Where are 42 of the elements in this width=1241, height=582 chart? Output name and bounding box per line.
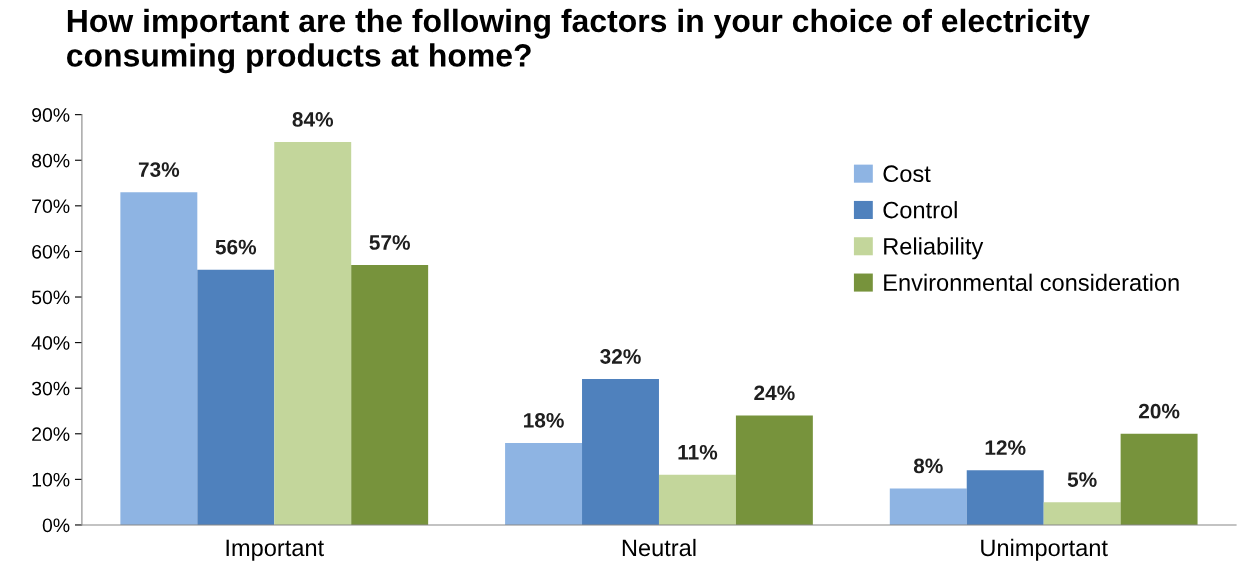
data-label: 12%: [985, 440, 1026, 455]
bar: [120, 192, 198, 525]
bar: [505, 442, 583, 525]
y-tick-label: 50%: [31, 290, 70, 305]
y-tick-label: 40%: [31, 336, 70, 350]
x-tick-label: Neutral: [622, 538, 696, 557]
data-label: 24%: [754, 385, 795, 401]
data-label: 57%: [369, 235, 410, 250]
data-label: 32%: [600, 349, 641, 364]
y-tick-label: 30%: [31, 381, 70, 396]
bar: [274, 142, 352, 525]
bar: [966, 470, 1044, 525]
data-label: 11%: [678, 444, 718, 460]
data-label: 84%: [292, 112, 334, 127]
bar: [658, 474, 736, 525]
data-label: 56%: [215, 239, 257, 255]
bar: [197, 269, 275, 525]
data-label: 8%: [913, 458, 943, 474]
y-tick-label: 0%: [42, 518, 70, 533]
data-label: 18%: [524, 412, 564, 428]
legend-label: Reliability: [884, 237, 984, 260]
bar: [889, 488, 967, 525]
y-tick-label: 60%: [32, 244, 70, 259]
y-tick-label: 10%: [32, 472, 70, 487]
legend-label: Control: [883, 201, 957, 219]
bar: [735, 415, 813, 525]
data-label: 5%: [1067, 472, 1097, 487]
chart-title: How important are the following factors in your choice of electricity consuming products at home?: [67, 8, 1090, 74]
data-label: 20%: [1138, 403, 1180, 419]
y-tick-label: 90%: [32, 108, 70, 122]
bar: [1120, 433, 1198, 525]
y-tick-label: 80%: [32, 153, 70, 168]
legend-label: Cost: [883, 165, 931, 183]
legend-label: Environmental consideration: [884, 273, 1179, 291]
y-tick-label: 70%: [32, 199, 70, 214]
x-tick-label: Unimportant: [981, 538, 1108, 561]
bar: [582, 379, 659, 525]
data-label: 73%: [138, 162, 180, 177]
x-tick-label: Important: [226, 539, 324, 561]
y-tick-label: 20%: [32, 427, 70, 442]
bar: [351, 265, 429, 525]
bar: [1043, 502, 1121, 525]
